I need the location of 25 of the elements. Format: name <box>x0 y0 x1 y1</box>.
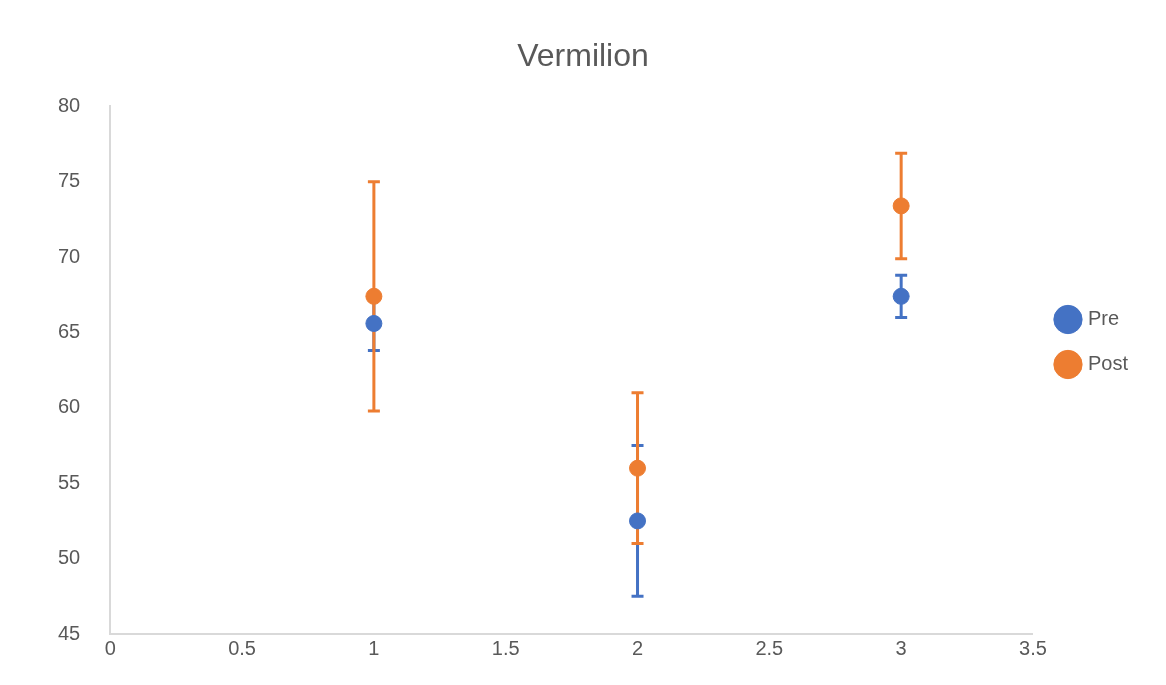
point <box>629 459 647 477</box>
x-tick-label: 3 <box>895 636 907 659</box>
x-tick-label: 1.5 <box>491 636 520 659</box>
y-tick-label: 70 <box>58 244 81 267</box>
y-tick-label: 65 <box>58 320 81 343</box>
point <box>892 287 910 305</box>
y-tick-label: 45 <box>58 621 81 644</box>
y-tick-label: 80 <box>58 93 81 116</box>
point <box>365 314 383 332</box>
point <box>892 197 910 215</box>
y-tick-label: 60 <box>58 395 81 418</box>
x-tick-label: 3.5 <box>1019 636 1047 659</box>
legend-label: Pre <box>1087 307 1120 330</box>
legend-label: Post <box>1087 352 1129 375</box>
chart-title: Vermilion <box>517 37 649 74</box>
x-tick-label: 2 <box>631 636 644 659</box>
y-tick-label: 50 <box>58 546 81 569</box>
x-tick-label: 0 <box>104 636 116 659</box>
y-tick-label: 55 <box>58 470 81 493</box>
x-tick-label: 1 <box>368 636 380 659</box>
y-tick-label: 75 <box>58 169 81 192</box>
x-tick-label: 2.5 <box>755 636 784 659</box>
point <box>629 512 647 530</box>
point <box>365 287 383 305</box>
x-tick-label: 0.5 <box>228 636 256 659</box>
